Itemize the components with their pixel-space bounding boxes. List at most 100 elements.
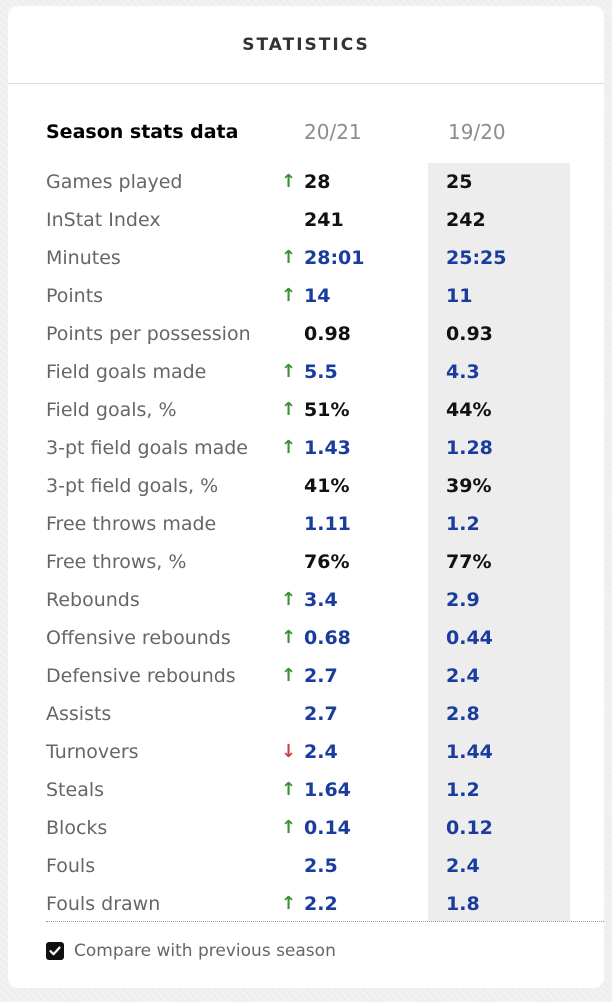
current-value: 41% [304,475,350,497]
current-value-link[interactable]: 0.14 [304,817,351,839]
current-value-link[interactable]: 2.4 [304,741,338,763]
stat-label: Field goals made [46,361,207,383]
current-value-link[interactable]: 1.64 [304,779,351,801]
arrow-up-icon: ↑ [281,627,297,648]
section-title: Season stats data [46,121,239,143]
previous-value-link[interactable]: 4.3 [446,361,480,383]
arrow-up-icon: ↑ [281,665,297,686]
table-divider [46,921,604,922]
current-value-link[interactable]: 3.4 [304,589,338,611]
arrow-up-icon: ↑ [281,171,297,192]
previous-value: 44% [446,399,492,421]
arrow-up-icon: ↑ [281,779,297,800]
stat-row: Rebounds ↑ 3.4 2.9 [8,581,604,619]
current-value-link[interactable]: 14 [304,285,331,307]
stat-row: InStat Index 241 242 [8,201,604,239]
current-value-link[interactable]: 1.11 [304,513,351,535]
stat-row: Assists 2.7 2.8 [8,695,604,733]
previous-value-link[interactable]: 2.8 [446,703,480,725]
stat-label: Defensive rebounds [46,665,236,687]
previous-value: 77% [446,551,492,573]
stat-label: Turnovers [46,741,139,763]
stat-row: Field goals, % ↑ 51% 44% [8,391,604,429]
stat-row: Games played ↑ 28 25 [8,163,604,201]
stat-label: Field goals, % [46,399,177,421]
stat-row: Fouls 2.5 2.4 [8,847,604,885]
previous-value-link[interactable]: 1.2 [446,513,480,535]
previous-value-link[interactable]: 1.8 [446,893,480,915]
stat-label: Points [46,285,104,307]
stat-row: Blocks ↑ 0.14 0.12 [8,809,604,847]
previous-value-link[interactable]: 1.44 [446,741,493,763]
checkmark-icon [49,946,61,956]
previous-value-link[interactable]: 2.4 [446,855,480,877]
stat-label: Free throws made [46,513,217,535]
stat-label: 3-pt field goals made [46,437,248,459]
stat-label: Games played [46,171,183,193]
statistics-card: STATISTICS Season stats data 20/21 19/20… [8,6,604,988]
stat-label: Free throws, % [46,551,187,573]
stat-row: Field goals made ↑ 5.5 4.3 [8,353,604,391]
arrow-down-icon: ↓ [281,741,297,762]
previous-value: 39% [446,475,492,497]
previous-value-link[interactable]: 2.9 [446,589,480,611]
stat-label: Points per possession [46,323,251,345]
arrow-up-icon: ↑ [281,361,297,382]
previous-value-link[interactable]: 11 [446,285,473,307]
arrow-up-icon: ↑ [281,893,297,914]
previous-value-link[interactable]: 1.2 [446,779,480,801]
stat-label: Fouls drawn [46,893,161,915]
stat-row: Steals ↑ 1.64 1.2 [8,771,604,809]
previous-value-link[interactable]: 1.28 [446,437,493,459]
previous-value-link[interactable]: 2.4 [446,665,480,687]
current-value-link[interactable]: 0.68 [304,627,351,649]
current-value-link[interactable]: 2.5 [304,855,338,877]
current-season-header: 20/21 [304,120,362,144]
current-value: 51% [304,399,350,421]
stat-label: Steals [46,779,105,801]
stat-row: Minutes ↑ 28:01 25:25 [8,239,604,277]
stat-label: Blocks [46,817,108,839]
stats-table-header: Season stats data 20/21 19/20 [8,112,604,152]
previous-value-link[interactable]: 0.44 [446,627,493,649]
current-value: 241 [304,209,344,231]
current-value: 0.98 [304,323,351,345]
current-value-link[interactable]: 2.7 [304,665,338,687]
previous-value-link[interactable]: 25:25 [446,247,507,269]
stat-label: Rebounds [46,589,140,611]
current-value-link[interactable]: 2.2 [304,893,338,915]
compare-previous-season-toggle[interactable]: Compare with previous season [46,934,336,968]
current-value-link[interactable]: 5.5 [304,361,338,383]
card-title: STATISTICS [8,6,604,84]
arrow-up-icon: ↑ [281,247,297,268]
stat-label: InStat Index [46,209,161,231]
stat-label: Assists [46,703,112,725]
compare-label: Compare with previous season [74,941,336,961]
current-value-link[interactable]: 1.43 [304,437,351,459]
compare-checkbox[interactable] [46,942,64,960]
arrow-up-icon: ↑ [281,437,297,458]
stat-label: Minutes [46,247,121,269]
stat-row: Free throws made 1.11 1.2 [8,505,604,543]
current-value: 28 [304,171,331,193]
arrow-up-icon: ↑ [281,589,297,610]
current-value-link[interactable]: 28:01 [304,247,365,269]
stat-row: Fouls drawn ↑ 2.2 1.8 [8,885,604,923]
stat-row: Points ↑ 14 11 [8,277,604,315]
arrow-up-icon: ↑ [281,817,297,838]
stat-row: Turnovers ↓ 2.4 1.44 [8,733,604,771]
stat-row: Free throws, % 76% 77% [8,543,604,581]
stat-row: Points per possession 0.98 0.93 [8,315,604,353]
previous-season-header: 19/20 [448,120,506,144]
arrow-up-icon: ↑ [281,399,297,420]
previous-value-link[interactable]: 0.12 [446,817,493,839]
stat-row: 3-pt field goals made ↑ 1.43 1.28 [8,429,604,467]
stat-row: 3-pt field goals, % 41% 39% [8,467,604,505]
current-value-link[interactable]: 2.7 [304,703,338,725]
previous-value: 242 [446,209,486,231]
stat-label: 3-pt field goals, % [46,475,219,497]
arrow-up-icon: ↑ [281,285,297,306]
previous-value: 25 [446,171,473,193]
previous-season-column-background [428,163,570,921]
previous-value: 0.93 [446,323,493,345]
